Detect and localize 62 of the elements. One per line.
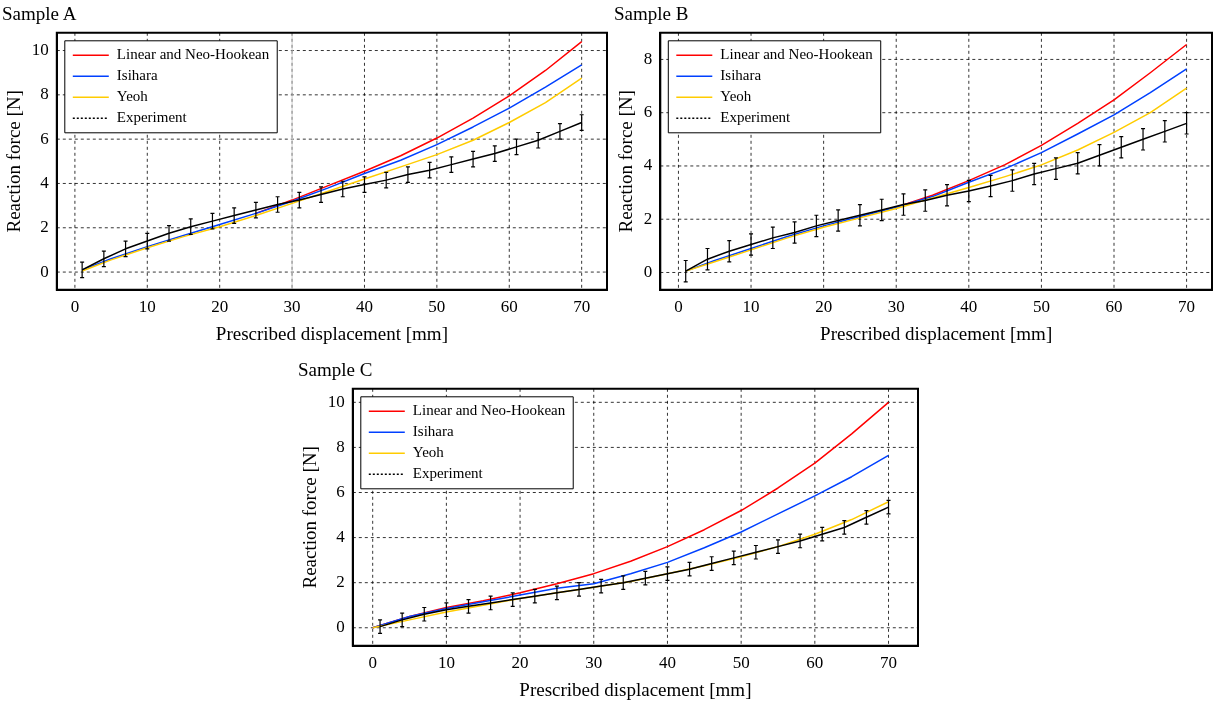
y-axis-title: Reaction force [N] bbox=[615, 90, 637, 233]
x-tick-label: 70 bbox=[880, 653, 898, 673]
y-tick-label: 4 bbox=[643, 155, 653, 175]
x-tick-label: 0 bbox=[674, 297, 683, 317]
y-tick-label: 2 bbox=[40, 217, 49, 237]
legend-label: Yeoh bbox=[116, 88, 149, 105]
y-tick-label: 8 bbox=[40, 84, 49, 104]
y-tick-label: 0 bbox=[643, 261, 653, 281]
legend-label: Yeoh bbox=[412, 444, 445, 461]
x-tick-label: 70 bbox=[573, 297, 591, 317]
legend-label: Yeoh bbox=[720, 88, 752, 105]
legend-label: Isihara bbox=[116, 67, 158, 84]
x-tick-label: 20 bbox=[211, 297, 229, 317]
y-axis-title: Reaction force [N] bbox=[299, 446, 321, 589]
y-tick-label: 4 bbox=[336, 527, 346, 547]
y-tick-label: 0 bbox=[336, 617, 345, 637]
y-axis-title: Reaction force [N] bbox=[3, 90, 25, 233]
y-tick-label: 4 bbox=[40, 172, 50, 192]
y-tick-label: 6 bbox=[40, 128, 49, 148]
x-tick-label: 40 bbox=[355, 297, 373, 317]
x-tick-label: 20 bbox=[815, 297, 833, 317]
x-tick-label: 10 bbox=[742, 297, 760, 317]
x-tick-label: 40 bbox=[960, 297, 978, 317]
legend-label: Experiment bbox=[412, 465, 484, 482]
x-tick-label: 30 bbox=[887, 297, 905, 317]
y-tick-label: 10 bbox=[327, 391, 345, 411]
x-tick-label: 10 bbox=[437, 653, 455, 673]
y-tick-label: 6 bbox=[336, 481, 345, 501]
x-tick-label: 60 bbox=[806, 653, 824, 673]
y-tick-label: 6 bbox=[643, 102, 653, 122]
legend-label: Experiment bbox=[720, 109, 792, 126]
y-tick-label: 10 bbox=[31, 39, 49, 59]
chart-title: Sample B bbox=[614, 3, 689, 25]
x-tick-label: 30 bbox=[283, 297, 301, 317]
chart-title: Sample A bbox=[2, 3, 77, 25]
y-tick-label: 2 bbox=[643, 208, 653, 228]
x-tick-label: 10 bbox=[138, 297, 156, 317]
y-tick-label: 2 bbox=[336, 572, 345, 592]
x-axis-title: Prescribed displacement [mm] bbox=[820, 322, 1053, 344]
x-tick-label: 50 bbox=[428, 297, 446, 317]
x-axis-title: Prescribed displacement [mm] bbox=[215, 322, 448, 344]
x-tick-label: 60 bbox=[500, 297, 518, 317]
x-tick-label: 60 bbox=[1105, 297, 1123, 317]
x-axis-title: Prescribed displacement [mm] bbox=[519, 678, 752, 700]
x-tick-label: 50 bbox=[732, 653, 750, 673]
legend-label: Isihara bbox=[412, 423, 454, 440]
x-tick-label: 50 bbox=[1032, 297, 1050, 317]
legend-label: Linear and Neo-Hookean bbox=[116, 46, 270, 63]
x-tick-label: 20 bbox=[511, 653, 529, 673]
x-tick-label: 0 bbox=[70, 297, 80, 317]
x-tick-label: 70 bbox=[1178, 297, 1196, 317]
x-tick-label: 0 bbox=[368, 653, 377, 673]
y-tick-label: 0 bbox=[40, 261, 49, 281]
legend-label: Linear and Neo-Hookean bbox=[720, 46, 874, 63]
legend-label: Experiment bbox=[116, 109, 188, 126]
chart-title: Sample C bbox=[298, 359, 373, 381]
y-tick-label: 8 bbox=[336, 436, 345, 456]
x-tick-label: 40 bbox=[658, 653, 676, 673]
x-tick-label: 30 bbox=[585, 653, 603, 673]
legend-label: Linear and Neo-Hookean bbox=[412, 402, 566, 419]
legend-label: Isihara bbox=[720, 67, 762, 84]
y-tick-label: 8 bbox=[643, 48, 653, 68]
